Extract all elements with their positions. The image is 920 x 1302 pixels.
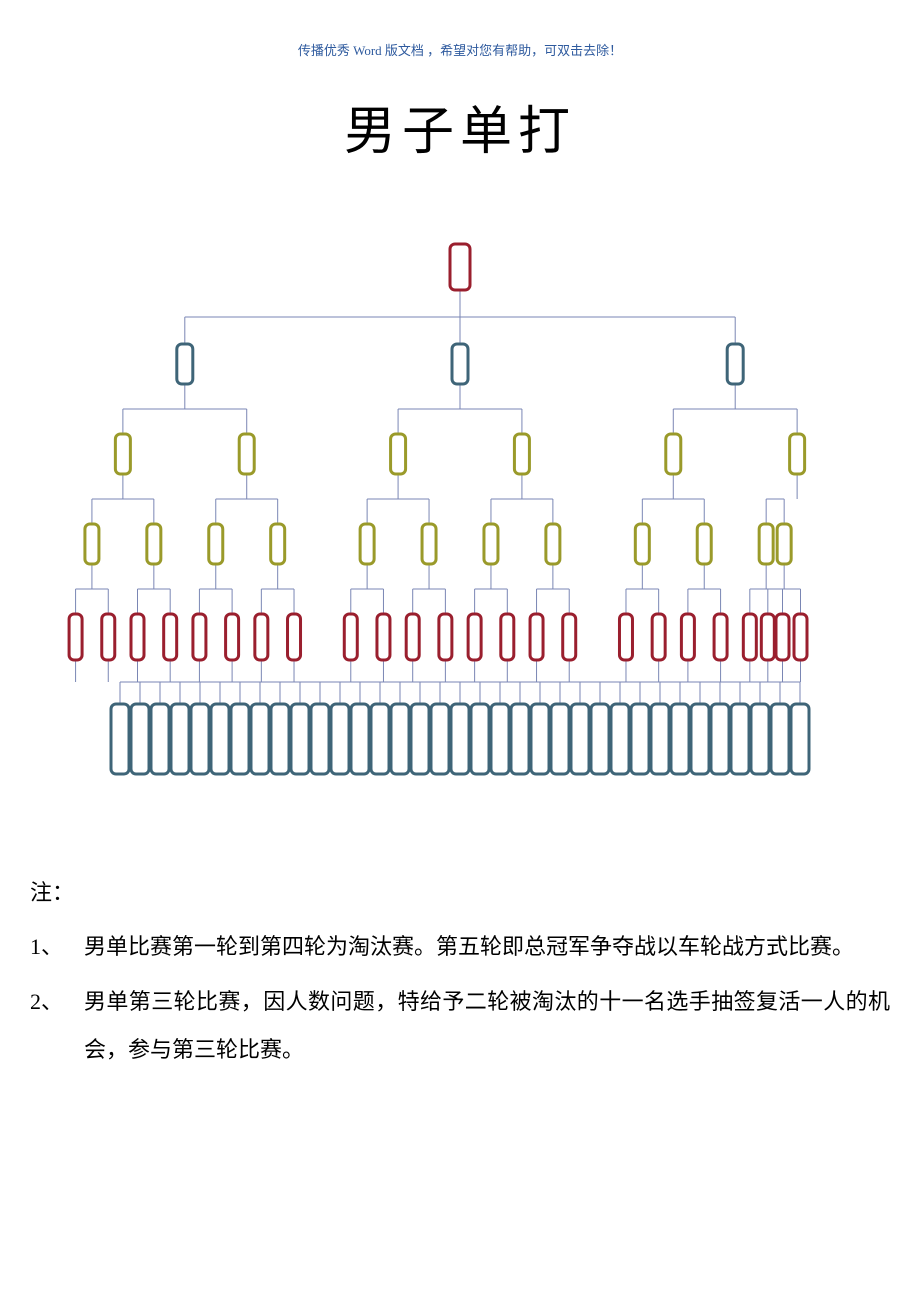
bracket-node <box>406 614 419 660</box>
bracket-node <box>619 614 632 660</box>
bracket-node <box>514 434 529 474</box>
notes-section: 注： 1、男单比赛第一轮到第四轮为淘汰赛。第五轮即总冠军争夺战以车轮战方式比赛。… <box>30 869 890 1075</box>
bracket-node <box>531 704 549 774</box>
bracket-node <box>226 614 239 660</box>
bracket-node <box>501 614 514 660</box>
bracket-node <box>546 524 560 564</box>
bracket-node <box>743 614 756 660</box>
bracket-node <box>439 614 452 660</box>
bracket-node <box>563 614 576 660</box>
bracket-node <box>177 344 193 384</box>
bracket-node <box>652 614 665 660</box>
bracket-node <box>164 614 177 660</box>
document-page: 传播优秀 Word 版文档 ，希望对您有帮助，可双击去除！ 男子单打 注： 1、… <box>0 0 920 1141</box>
bracket-node <box>452 344 468 384</box>
header-note: 传播优秀 Word 版文档 ，希望对您有帮助，可双击去除！ <box>30 40 890 59</box>
note-number: 2、 <box>30 978 84 1075</box>
bracket-node <box>102 614 115 660</box>
note-number: 1、 <box>30 923 84 971</box>
bracket-node <box>344 614 357 660</box>
bracket-node <box>171 704 189 774</box>
bracket-node <box>591 704 609 774</box>
bracket-node <box>776 614 789 660</box>
bracket-node <box>731 704 749 774</box>
bracket-node <box>431 704 449 774</box>
bracket-node <box>714 614 727 660</box>
bracket-node <box>371 704 389 774</box>
bracket-node <box>411 704 429 774</box>
bracket-node <box>791 704 809 774</box>
bracket-node <box>451 704 469 774</box>
bracket-node <box>391 704 409 774</box>
notes-label: 注： <box>30 869 890 917</box>
bracket-node <box>727 344 743 384</box>
bracket-node <box>450 244 470 290</box>
bracket-node <box>351 704 369 774</box>
bracket-node <box>255 614 268 660</box>
bracket-node <box>69 614 82 660</box>
bracket-node <box>231 704 249 774</box>
bracket-node <box>211 704 229 774</box>
bracket-node <box>131 704 149 774</box>
bracket-node <box>311 704 329 774</box>
bracket-node <box>651 704 669 774</box>
note-item: 2、男单第三轮比赛，因人数问题，特给予二轮被淘汰的十一名选手抽签复活一人的机会，… <box>30 978 890 1075</box>
note-text: 男单第三轮比赛，因人数问题，特给予二轮被淘汰的十一名选手抽签复活一人的机会，参与… <box>84 978 890 1075</box>
bracket-node <box>530 614 543 660</box>
bracket-node <box>471 704 489 774</box>
bracket-node <box>271 524 285 564</box>
bracket-node <box>635 524 649 564</box>
bracket-node <box>794 614 807 660</box>
bracket-node <box>360 524 374 564</box>
bracket-node <box>391 434 406 474</box>
bracket-node <box>111 704 129 774</box>
bracket-node <box>790 434 805 474</box>
bracket-node <box>468 614 481 660</box>
bracket-node <box>288 614 301 660</box>
bracket-node <box>511 704 529 774</box>
bracket-node <box>484 524 498 564</box>
note-item: 1、男单比赛第一轮到第四轮为淘汰赛。第五轮即总冠军争夺战以车轮战方式比赛。 <box>30 923 890 971</box>
bracket-node <box>491 704 509 774</box>
bracket-node <box>271 704 289 774</box>
bracket-node <box>193 614 206 660</box>
bracket-node <box>209 524 223 564</box>
page-title: 男子单打 <box>30 89 890 164</box>
bracket-node <box>151 704 169 774</box>
bracket-node <box>131 614 144 660</box>
bracket-node <box>611 704 629 774</box>
bracket-node <box>671 704 689 774</box>
bracket-node <box>331 704 349 774</box>
bracket-node <box>771 704 789 774</box>
bracket-node <box>691 704 709 774</box>
bracket-node <box>251 704 269 774</box>
bracket-node <box>631 704 649 774</box>
bracket-node <box>291 704 309 774</box>
bracket-node <box>711 704 729 774</box>
bracket-node <box>551 704 569 774</box>
bracket-node <box>761 614 774 660</box>
note-text: 男单比赛第一轮到第四轮为淘汰赛。第五轮即总冠军争夺战以车轮战方式比赛。 <box>84 923 890 971</box>
bracket-node <box>571 704 589 774</box>
bracket-node <box>115 434 130 474</box>
bracket-node <box>422 524 436 564</box>
bracket-node <box>239 434 254 474</box>
bracket-node <box>666 434 681 474</box>
bracket-node <box>85 524 99 564</box>
bracket-node <box>751 704 769 774</box>
bracket-node <box>681 614 694 660</box>
bracket-node <box>697 524 711 564</box>
bracket-node <box>191 704 209 774</box>
notes-list: 1、男单比赛第一轮到第四轮为淘汰赛。第五轮即总冠军争夺战以车轮战方式比赛。2、男… <box>30 923 890 1074</box>
bracket-node <box>377 614 390 660</box>
bracket-node <box>147 524 161 564</box>
bracket-diagram <box>30 224 890 789</box>
bracket-node <box>777 524 791 564</box>
bracket-svg <box>30 224 890 784</box>
bracket-node <box>759 524 773 564</box>
